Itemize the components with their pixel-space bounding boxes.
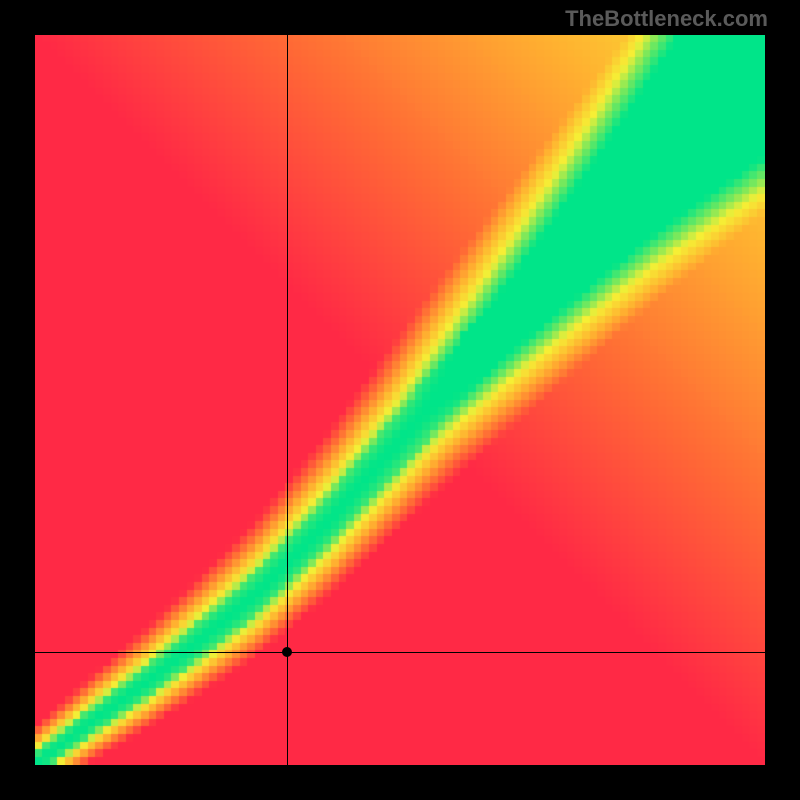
attribution-text: TheBottleneck.com [565, 6, 768, 32]
figure-outer: TheBottleneck.com [0, 0, 800, 800]
plot-area [35, 35, 765, 765]
data-point-marker [282, 647, 292, 657]
heatmap-canvas [35, 35, 765, 765]
crosshair-horizontal [35, 652, 765, 653]
